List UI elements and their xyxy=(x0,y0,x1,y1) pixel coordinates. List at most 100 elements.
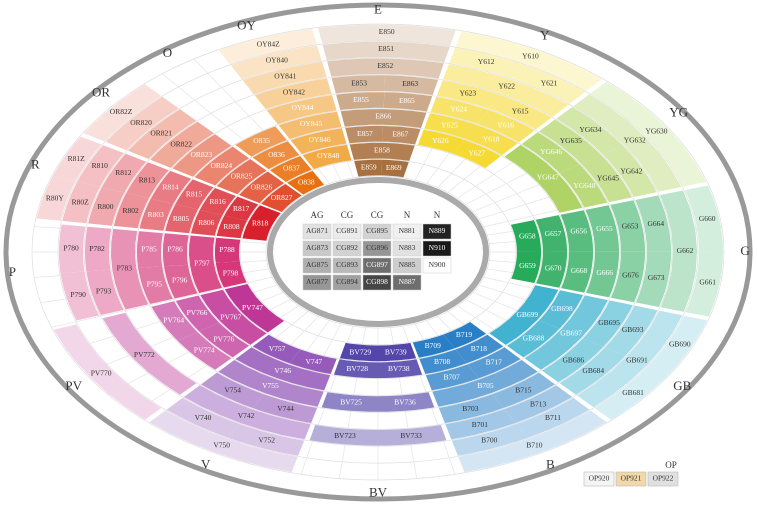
hue-label: YG xyxy=(669,104,688,119)
color-cell xyxy=(59,224,86,274)
color-code: GB688 xyxy=(523,334,545,343)
op-code: OP920 xyxy=(589,474,610,483)
color-cell xyxy=(175,295,220,332)
color-code: V747 xyxy=(306,357,323,366)
color-cell xyxy=(172,134,232,177)
hue-label: G xyxy=(740,243,749,258)
color-code: GB686 xyxy=(563,355,585,364)
color-code: GB684 xyxy=(582,366,604,375)
color-code: B705 xyxy=(477,381,494,390)
color-code: YG648 xyxy=(573,181,595,190)
hue-label: PV xyxy=(65,378,82,393)
color-code: G659 xyxy=(519,261,536,270)
color-code: R816 xyxy=(209,197,226,206)
color-cell xyxy=(201,372,264,408)
hue-label: B xyxy=(546,456,555,471)
color-cell xyxy=(382,126,421,145)
color-code: PV766 xyxy=(187,308,208,317)
color-code: R813 xyxy=(139,175,156,184)
gray-code: CG893 xyxy=(336,260,358,269)
gray-code: AG871 xyxy=(306,226,328,235)
color-code: G664 xyxy=(647,219,664,228)
color-cell xyxy=(339,342,378,362)
color-code: B703 xyxy=(462,404,479,413)
color-cell xyxy=(489,285,559,345)
color-code: PV767 xyxy=(220,312,241,321)
color-code: YG647 xyxy=(537,173,559,182)
color-code: OY845 xyxy=(300,119,322,128)
color-cell xyxy=(52,136,102,182)
color-code: BV738 xyxy=(388,364,410,373)
color-code: E857 xyxy=(357,129,373,138)
color-code: Y624 xyxy=(450,104,467,113)
color-cell xyxy=(443,322,486,349)
color-cell xyxy=(183,385,311,440)
color-code: R81Z xyxy=(68,154,86,163)
color-code: G666 xyxy=(596,268,613,277)
color-code: R805 xyxy=(173,214,190,223)
color-cell xyxy=(507,320,560,358)
color-cell xyxy=(378,342,417,362)
color-cell xyxy=(590,81,707,187)
color-cell xyxy=(111,228,149,310)
color-code: P795 xyxy=(147,279,163,288)
color-cell xyxy=(424,113,477,139)
color-code: P797 xyxy=(194,259,210,268)
color-cell xyxy=(492,372,555,408)
color-code: OY842 xyxy=(283,87,305,96)
op-title: OP xyxy=(665,460,677,470)
color-cell xyxy=(455,31,603,91)
color-code: Y618 xyxy=(483,135,500,144)
color-code: G668 xyxy=(571,266,588,275)
color-cell xyxy=(383,92,433,112)
color-cell xyxy=(150,121,214,168)
color-cell xyxy=(230,45,322,80)
color-cell xyxy=(165,204,198,234)
gray-header: CG xyxy=(341,210,354,220)
color-cell xyxy=(242,205,281,241)
color-code: B715 xyxy=(515,385,532,394)
color-cell xyxy=(218,28,317,65)
color-cell xyxy=(504,385,573,423)
color-cell xyxy=(166,397,240,438)
color-code: OR820 xyxy=(130,118,152,127)
color-code: Y622 xyxy=(498,82,515,91)
color-cell xyxy=(228,424,305,456)
color-code: YG645 xyxy=(597,174,619,183)
color-cell xyxy=(602,145,657,197)
color-code: B710 xyxy=(526,441,543,450)
color-cell xyxy=(278,111,342,140)
color-code: YG635 xyxy=(560,136,582,145)
color-code: BV739 xyxy=(385,347,407,356)
hue-label: Y xyxy=(540,28,550,43)
color-cell xyxy=(254,78,332,110)
color-cell xyxy=(302,144,352,170)
color-code: G656 xyxy=(570,226,587,235)
color-code: OR827 xyxy=(271,193,293,202)
color-code: P783 xyxy=(117,264,133,273)
color-cell xyxy=(340,109,427,128)
color-cell xyxy=(684,185,724,252)
gray-swatch xyxy=(422,240,452,257)
color-cell xyxy=(88,187,125,226)
color-cell xyxy=(199,188,236,216)
color-code: BV728 xyxy=(346,364,368,373)
color-code: B708 xyxy=(434,357,451,366)
color-cell xyxy=(504,144,583,213)
color-code: E869 xyxy=(386,163,402,172)
color-cell xyxy=(573,94,682,192)
color-cell xyxy=(524,295,608,370)
color-cell xyxy=(163,233,189,267)
color-cell xyxy=(419,349,467,374)
color-code: GB693 xyxy=(622,325,644,334)
color-cell xyxy=(559,164,608,208)
gray-swatch xyxy=(332,240,362,257)
color-code: R815 xyxy=(186,190,203,199)
color-code: R806 xyxy=(198,218,215,227)
color-cell xyxy=(660,190,698,312)
color-cell xyxy=(83,84,162,142)
gray-code: N889 xyxy=(429,226,446,235)
color-cell xyxy=(77,145,124,187)
color-cell xyxy=(200,289,267,345)
